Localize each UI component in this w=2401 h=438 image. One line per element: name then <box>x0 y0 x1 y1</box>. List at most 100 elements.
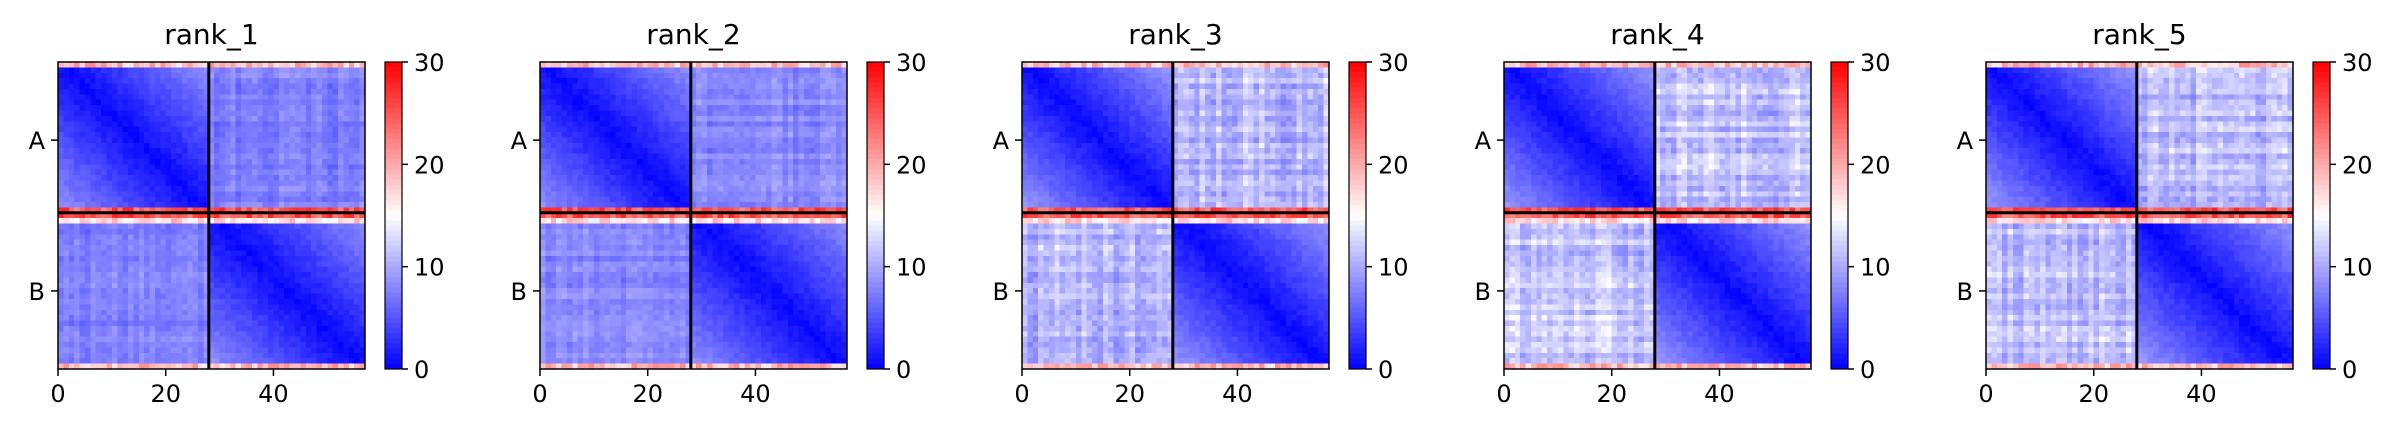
heatmap-cell <box>658 94 664 100</box>
heatmap-cell <box>123 342 129 348</box>
heatmap-cell <box>214 261 220 267</box>
heatmap-cell <box>106 256 112 262</box>
heatmap-cell <box>225 272 231 278</box>
heatmap-cell <box>257 175 263 181</box>
heatmap-cell <box>273 148 279 154</box>
heatmap-cell <box>187 337 193 343</box>
heatmap-cell <box>712 84 718 90</box>
heatmap-cell <box>225 137 231 143</box>
heatmap-cell <box>562 159 568 165</box>
heatmap-cell <box>729 132 735 138</box>
heatmap-cell <box>306 315 312 321</box>
heatmap-cell <box>327 132 333 138</box>
heatmap-cell <box>311 143 317 149</box>
heatmap-cell <box>160 73 166 79</box>
heatmap-cell <box>327 277 333 283</box>
heatmap-cell <box>193 256 199 262</box>
heatmap-cell <box>669 121 675 127</box>
heatmap-cell <box>230 110 236 116</box>
heatmap-cell <box>144 94 150 100</box>
heatmap-cell <box>782 175 788 181</box>
heatmap-cell <box>788 116 794 122</box>
heatmap-cell <box>257 342 263 348</box>
heatmap-cell <box>815 159 821 165</box>
heatmap-cell <box>809 191 815 197</box>
heatmap-cell <box>193 234 199 240</box>
heatmap-cell <box>187 294 193 300</box>
heatmap-cell <box>572 175 578 181</box>
heatmap-cell <box>106 358 112 364</box>
heatmap-cell <box>155 267 161 273</box>
heatmap-cell <box>290 148 296 154</box>
heatmap-cell <box>220 89 226 95</box>
heatmap-cell <box>572 84 578 90</box>
heatmap-cell <box>166 310 172 316</box>
heatmap-cell <box>85 164 91 170</box>
heatmap-cell <box>112 148 118 154</box>
heatmap-cell <box>257 229 263 235</box>
heatmap-cell <box>241 73 247 79</box>
heatmap-cell <box>804 94 810 100</box>
heatmap-cell <box>236 256 242 262</box>
heatmap-cell <box>804 191 810 197</box>
heatmap-cell <box>279 116 285 122</box>
heatmap-cell <box>90 84 96 90</box>
heatmap-cell <box>112 347 118 353</box>
heatmap-cell <box>290 137 296 143</box>
heatmap-cell <box>133 347 139 353</box>
heatmap-cell <box>273 315 279 321</box>
heatmap-cell <box>809 67 815 73</box>
heatmap-cell <box>343 110 349 116</box>
heatmap-cell <box>123 89 129 95</box>
heatmap-cell <box>187 127 193 133</box>
heatmap-cell <box>311 240 317 246</box>
heatmap-cell <box>236 159 242 165</box>
heatmap-cell <box>123 164 129 170</box>
heatmap-cell <box>338 116 344 122</box>
heatmap-cell <box>729 94 735 100</box>
heatmap-cell <box>782 143 788 149</box>
heatmap-cell <box>241 148 247 154</box>
heatmap-cell <box>187 342 193 348</box>
heatmap-cell <box>241 110 247 116</box>
heatmap-cell <box>675 154 681 160</box>
heatmap-cell <box>349 251 355 257</box>
heatmap-cell <box>69 234 75 240</box>
heatmap-cell <box>176 294 182 300</box>
heatmap-cell <box>241 67 247 73</box>
heatmap-cell <box>133 331 139 337</box>
heatmap-cell <box>58 94 64 100</box>
heatmap-cell <box>96 110 102 116</box>
heatmap-cell <box>273 342 279 348</box>
heatmap-cell <box>632 84 638 90</box>
heatmap-cell <box>247 84 253 90</box>
heatmap-cell <box>80 137 86 143</box>
heatmap-cell <box>263 110 269 116</box>
heatmap-cell <box>567 191 573 197</box>
heatmap-cell <box>562 180 568 186</box>
heatmap-cell <box>354 62 360 68</box>
heatmap-cell <box>572 218 578 224</box>
heatmap-cell <box>578 62 584 68</box>
heatmap-cell <box>836 132 842 138</box>
heatmap-cell <box>815 197 821 203</box>
heatmap-cell <box>273 283 279 289</box>
heatmap-cell <box>648 180 654 186</box>
heatmap-cell <box>63 321 69 327</box>
colorbar-segment <box>385 129 402 135</box>
heatmap-cell <box>85 186 91 192</box>
heatmap-cell <box>354 224 360 230</box>
heatmap-cell <box>831 121 837 127</box>
colorbar-segment <box>385 297 402 303</box>
heatmap-cell <box>327 148 333 154</box>
heatmap-cell <box>836 191 842 197</box>
heatmap-cell <box>343 73 349 79</box>
heatmap-cell <box>793 67 799 73</box>
heatmap-cell <box>637 62 643 68</box>
heatmap-cell <box>290 337 296 343</box>
heatmap-cell <box>279 197 285 203</box>
heatmap-cell <box>772 159 778 165</box>
heatmap-cell <box>247 164 253 170</box>
heatmap-cell <box>128 267 134 273</box>
colorbar-segment <box>385 287 402 293</box>
